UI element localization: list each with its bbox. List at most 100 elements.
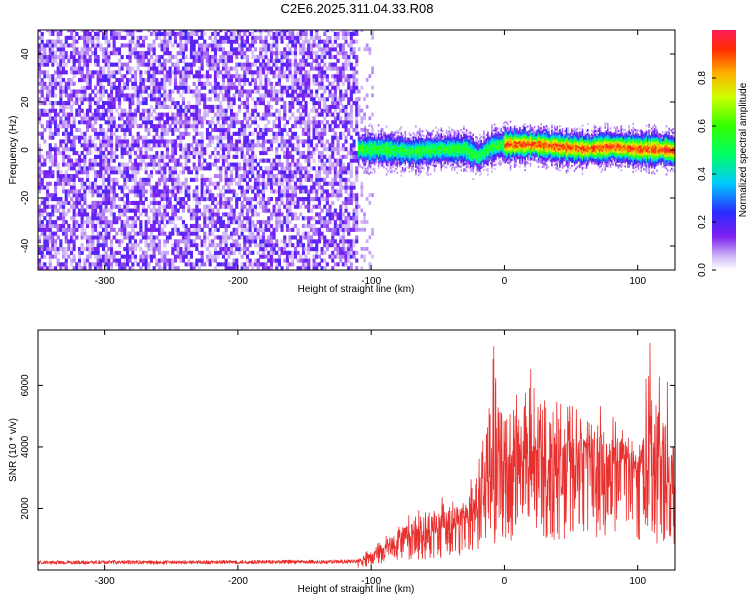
noise-cell <box>347 166 351 171</box>
noise-cell <box>91 220 95 225</box>
noise-cell <box>144 154 148 159</box>
noise-cell <box>203 189 207 194</box>
noise-cell <box>275 151 279 156</box>
noise-cell <box>144 231 148 236</box>
noise-cell <box>75 135 79 140</box>
noise-cell <box>75 151 79 156</box>
noise-cell <box>67 104 71 109</box>
noise-cell <box>80 101 84 106</box>
noise-cell <box>275 108 279 113</box>
noise-cell <box>94 131 98 136</box>
noise-cell <box>171 101 175 106</box>
noise-cell <box>256 58 260 63</box>
noise-cell <box>277 143 281 148</box>
noise-cell <box>195 170 199 175</box>
noise-cell <box>243 135 247 140</box>
noise-cell <box>213 81 217 86</box>
noise-cell <box>118 185 122 190</box>
noise-cell <box>118 101 122 106</box>
noise-cell <box>54 239 58 244</box>
noise-cell <box>328 154 332 159</box>
noise-cell <box>213 247 217 252</box>
noise-cell <box>320 39 324 44</box>
noise-cell <box>51 147 55 152</box>
noise-cell <box>51 39 55 44</box>
noise-cell <box>96 35 100 40</box>
noise-cell <box>48 43 52 48</box>
noise-cell <box>179 93 183 98</box>
noise-cell <box>341 43 345 48</box>
noise-cell <box>283 104 287 109</box>
noise-cell <box>189 66 193 71</box>
noise-cell <box>259 262 263 267</box>
noise-cell <box>243 78 247 83</box>
noise-cell <box>245 200 249 205</box>
noise-cell <box>115 47 119 52</box>
noise-cell <box>229 208 233 213</box>
noise-cell <box>152 254 156 259</box>
noise-cell <box>96 243 100 248</box>
noise-cell <box>171 250 175 255</box>
noise-cell <box>275 177 279 182</box>
noise-cell <box>83 135 87 140</box>
noise-cell <box>299 258 303 263</box>
noise-cell <box>78 247 82 252</box>
noise-cell <box>118 250 122 255</box>
noise-cell <box>80 135 84 140</box>
noise-cell <box>285 58 289 63</box>
noise-cell <box>301 174 305 179</box>
noise-cell <box>62 58 66 63</box>
noise-cell <box>221 124 225 129</box>
noise-cell <box>293 81 297 86</box>
noise-cell <box>352 239 356 244</box>
noise-cell <box>208 143 212 148</box>
noise-cell <box>72 208 76 213</box>
noise-cell <box>261 204 265 209</box>
noise-cell <box>48 216 52 221</box>
noise-cell <box>315 35 319 40</box>
noise-cell <box>341 62 345 67</box>
noise-cell <box>131 177 135 182</box>
noise-cell <box>123 108 127 113</box>
noise-cell <box>126 177 130 182</box>
noise-cell <box>197 112 201 117</box>
noise-cell <box>144 243 148 248</box>
noise-cell <box>160 143 164 148</box>
noise-cell <box>315 55 319 60</box>
noise-cell <box>331 143 335 148</box>
noise-cell <box>72 62 76 67</box>
noise-cell <box>128 101 132 106</box>
noise-cell <box>189 212 193 217</box>
noise-cell <box>165 220 169 225</box>
noise-cell <box>141 35 145 40</box>
noise-cell <box>315 204 319 209</box>
noise-cell <box>160 135 164 140</box>
noise-cell <box>309 139 313 144</box>
noise-cell <box>248 170 252 175</box>
noise-cell <box>301 127 305 132</box>
noise-cell <box>197 143 201 148</box>
noise-cell <box>40 231 44 236</box>
noise-cell <box>56 62 60 67</box>
noise-cell <box>149 139 153 144</box>
noise-cell <box>189 30 193 33</box>
noise-cell <box>357 204 361 209</box>
noise-cell <box>280 70 284 75</box>
noise-cell <box>155 151 159 156</box>
noise-cell <box>104 239 108 244</box>
noise-cell <box>256 162 260 167</box>
noise-cell <box>331 139 335 144</box>
noise-cell <box>208 120 212 125</box>
noise-cell <box>232 177 236 182</box>
noise-cell <box>165 116 169 121</box>
noise-cell <box>267 70 271 75</box>
noise-cell <box>269 181 273 186</box>
noise-cell <box>110 227 114 232</box>
noise-cell <box>56 247 60 252</box>
noise-cell <box>86 31 90 36</box>
noise-cell <box>232 258 236 263</box>
noise-cell <box>128 143 132 148</box>
noise-cell <box>283 124 287 129</box>
noise-cell <box>304 62 308 67</box>
noise-cell <box>133 220 137 225</box>
